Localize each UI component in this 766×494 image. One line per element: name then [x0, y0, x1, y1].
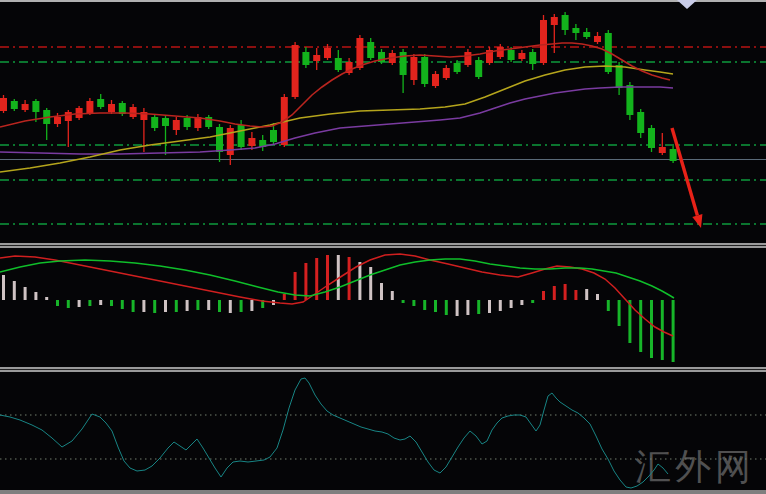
panel-separator-2[interactable] [0, 367, 766, 372]
window-top-border [0, 0, 766, 2]
window-bottom-border [0, 490, 766, 494]
panel-separator-1[interactable] [0, 243, 766, 248]
oscillator-panel[interactable] [0, 372, 766, 490]
macd-panel[interactable] [0, 248, 766, 367]
price-panel[interactable] [0, 2, 766, 243]
mouse-cursor-icon [677, 0, 697, 9]
trading-chart-window: 汇外网 [0, 0, 766, 494]
